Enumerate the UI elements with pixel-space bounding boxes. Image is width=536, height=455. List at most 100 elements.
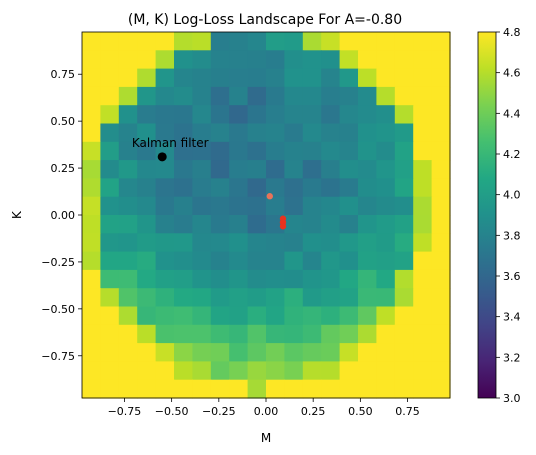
heatmap-cell (210, 50, 230, 70)
heatmap-cells (82, 32, 451, 399)
heatmap-cell (174, 215, 193, 234)
heatmap-cell (100, 379, 120, 399)
heatmap-cell (155, 160, 175, 179)
heatmap-cell (413, 196, 433, 216)
heatmap-cell (394, 68, 414, 88)
colorbar-tick-label: 4.6 (503, 67, 521, 80)
heatmap-cell (118, 251, 138, 271)
heatmap-cell (431, 361, 451, 381)
heatmap-cell (210, 215, 230, 234)
heatmap-cell (302, 251, 322, 271)
y-tick-label: −0.75 (41, 350, 75, 363)
heatmap-cell (192, 50, 212, 70)
heatmap-cell (376, 50, 396, 70)
heatmap-cell (192, 123, 212, 143)
heatmap-cell (321, 251, 341, 271)
heatmap-cell (137, 324, 157, 344)
heatmap-cell (394, 32, 414, 51)
heatmap-cell (302, 32, 322, 51)
heatmap-cell (155, 105, 175, 125)
colorbar-tick-label: 3.6 (503, 270, 521, 283)
heatmap-cell (339, 324, 359, 344)
heatmap-cell (137, 178, 157, 198)
heatmap-cell (284, 196, 304, 216)
heatmap-cell (118, 141, 138, 161)
heatmap-cell (302, 105, 322, 125)
colorbar-tick-label: 4.4 (503, 107, 521, 120)
heatmap-cell (100, 86, 120, 106)
heatmap-cell (174, 68, 193, 88)
heatmap-cell (100, 288, 120, 308)
heatmap-cell (284, 178, 304, 198)
heatmap-cell (174, 324, 193, 344)
heatmap-cell (210, 68, 230, 88)
heatmap-cell (339, 50, 359, 70)
heatmap-cell (210, 141, 230, 161)
heatmap-cell (210, 123, 230, 143)
heatmap-cell (247, 123, 267, 143)
heatmap-cell (413, 141, 433, 161)
heatmap-cell (137, 160, 157, 179)
y-tick-label: 0.75 (51, 68, 76, 81)
heatmap-cell (339, 160, 359, 179)
heatmap-cell (100, 324, 120, 344)
heatmap-cell (431, 160, 451, 179)
heatmap-cell (174, 86, 193, 106)
heatmap-cell (229, 306, 249, 326)
heatmap-cell (174, 32, 193, 51)
heatmap-cell (302, 269, 322, 289)
heatmap-cell (321, 269, 341, 289)
heatmap-cell (302, 361, 322, 381)
heatmap-cell (155, 86, 175, 106)
heatmap-cell (229, 251, 249, 271)
heatmap-cell (413, 86, 433, 106)
heatmap-cell (229, 215, 249, 234)
heatmap-cell (284, 68, 304, 88)
x-axis: −0.75 −0.50 −0.25 0.00 0.25 0.50 0.75 (108, 398, 420, 418)
heatmap-cell (413, 50, 433, 70)
heatmap-cell (266, 251, 285, 271)
heatmap-cell (100, 141, 120, 161)
heatmap-cell (376, 105, 396, 125)
heatmap-cell (229, 141, 249, 161)
heatmap-cell (118, 178, 138, 198)
heatmap-cell (174, 361, 193, 381)
heatmap-cell (431, 178, 451, 198)
heatmap-cell (394, 306, 414, 326)
x-tick-label: 0.25 (301, 405, 326, 418)
heatmap-cell (376, 123, 396, 143)
heatmap-cell (229, 343, 249, 362)
heatmap-cell (321, 233, 341, 253)
heatmap-cell (100, 251, 120, 271)
heatmap-cell (302, 215, 322, 234)
heatmap-cell (229, 324, 249, 344)
heatmap-cell (247, 68, 267, 88)
heatmap-cell (394, 86, 414, 106)
heatmap-cell (284, 141, 304, 161)
heatmap-cell (100, 233, 120, 253)
heatmap-cell (174, 196, 193, 216)
heatmap-cell (100, 269, 120, 289)
heatmap-cell (118, 196, 138, 216)
heatmap-cell (284, 86, 304, 106)
heatmap-cell (82, 32, 101, 51)
colorbar-tick-label: 4.8 (503, 26, 521, 39)
heatmap-cell (100, 160, 120, 179)
heatmap-cell (284, 32, 304, 51)
heatmap-cell (284, 306, 304, 326)
heatmap-cell (82, 379, 101, 399)
heatmap-cell (376, 86, 396, 106)
estimate-marker (279, 223, 287, 230)
chart-title: (M, K) Log-Loss Landscape For A=-0.80 (128, 12, 402, 28)
heatmap-cell (376, 160, 396, 179)
heatmap-cell (431, 379, 451, 399)
heatmap-cell (413, 160, 433, 179)
heatmap-cell (82, 251, 101, 271)
heatmap-cell (394, 123, 414, 143)
heatmap-cell (284, 215, 304, 234)
heatmap-cell (247, 50, 267, 70)
heatmap-cell (376, 196, 396, 216)
heatmap-cell (431, 123, 451, 143)
heatmap-cell (266, 32, 285, 51)
